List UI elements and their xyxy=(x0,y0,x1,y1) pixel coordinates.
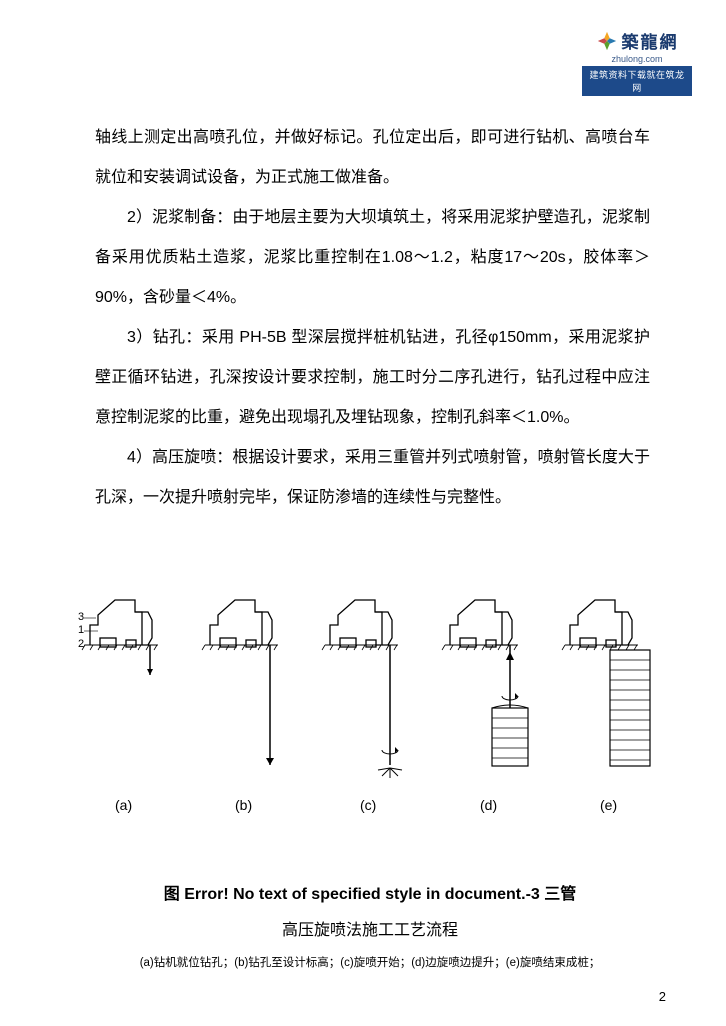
document-body: 轴线上测定出高喷孔位，并做好标记。孔位定出后，即可进行钻机、高喷台车就位和安装调… xyxy=(95,118,650,518)
caption-legend: (a)钻机就位钻孔；(b)钻孔至设计标高；(c)旋喷开始；(d)边旋喷边提升；(… xyxy=(70,954,670,970)
logo-flower-icon xyxy=(596,30,618,52)
rig-label-1: 1 xyxy=(78,624,84,636)
stage-label-d: (d) xyxy=(480,797,497,813)
caption-line-1: 图 Error! No text of specified style in d… xyxy=(70,880,670,904)
process-diagram: 3 1 2 xyxy=(70,580,670,820)
paragraph-4: 4）高压旋喷：根据设计要求，采用三重管并列式喷射管，喷射管长度大于孔深，一次提升… xyxy=(95,438,650,518)
site-logo: 築龍網 zhulong.com 建筑资料下载就在筑龙网 xyxy=(582,28,692,96)
page-number: 2 xyxy=(659,989,666,1004)
rig-label-3: 3 xyxy=(78,611,84,623)
stage-label-e: (e) xyxy=(600,797,617,813)
paragraph-2: 2）泥浆制备：由于地层主要为大坝填筑土，将采用泥浆护壁造孔，泥浆制备采用优质粘土… xyxy=(95,198,650,318)
logo-banner: 建筑资料下载就在筑龙网 xyxy=(582,66,692,96)
rig-label-2: 2 xyxy=(78,638,84,650)
caption-prefix: 图 xyxy=(164,886,184,903)
figure-3: 3 1 2 xyxy=(70,580,670,820)
paragraph-3: 3）钻孔：采用 PH-5B 型深层搅拌桩机钻进，孔径φ150mm，采用泥浆护壁正… xyxy=(95,318,650,438)
stage-label-c: (c) xyxy=(360,797,376,813)
caption-line-2: 高压旋喷法施工工艺流程 xyxy=(70,916,670,940)
caption-error: Error! No text of specified style in doc… xyxy=(184,886,525,903)
stage-label-b: (b) xyxy=(235,797,252,813)
figure-caption: 图 Error! No text of specified style in d… xyxy=(70,880,670,970)
logo-url: zhulong.com xyxy=(582,54,692,64)
caption-suffix: -3 三管 xyxy=(526,886,577,903)
paragraph-1: 轴线上测定出高喷孔位，并做好标记。孔位定出后，即可进行钻机、高喷台车就位和安装调… xyxy=(95,118,650,198)
logo-title: 築龍網 xyxy=(622,28,679,53)
stage-label-a: (a) xyxy=(115,797,132,813)
logo-top-row: 築龍網 xyxy=(582,28,692,53)
